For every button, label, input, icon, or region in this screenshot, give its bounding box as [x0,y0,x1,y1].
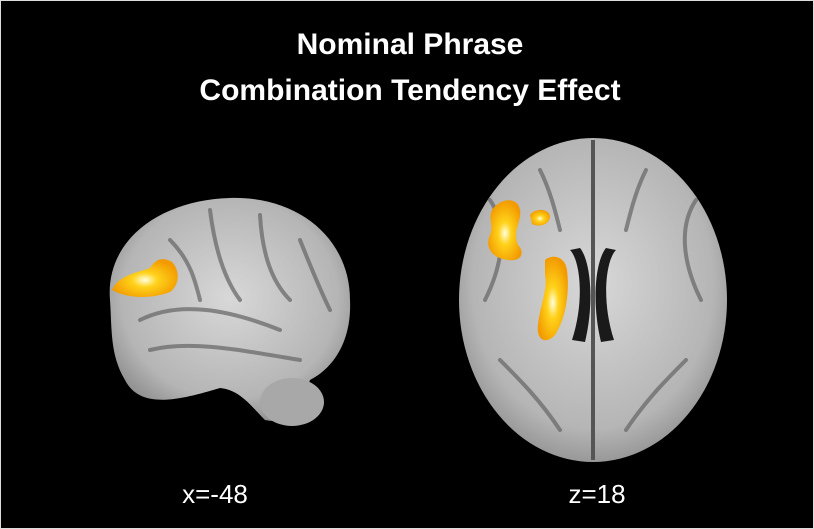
figure: Nominal Phrase Combination Tendency Effe… [0,0,814,529]
title-line: Combination Tendency Effect [199,74,620,107]
slice-label: x=-48 [182,479,248,509]
title-line: Nominal Phrase [297,28,524,61]
slice-label: z=18 [568,479,625,509]
axial-brain [459,138,727,462]
